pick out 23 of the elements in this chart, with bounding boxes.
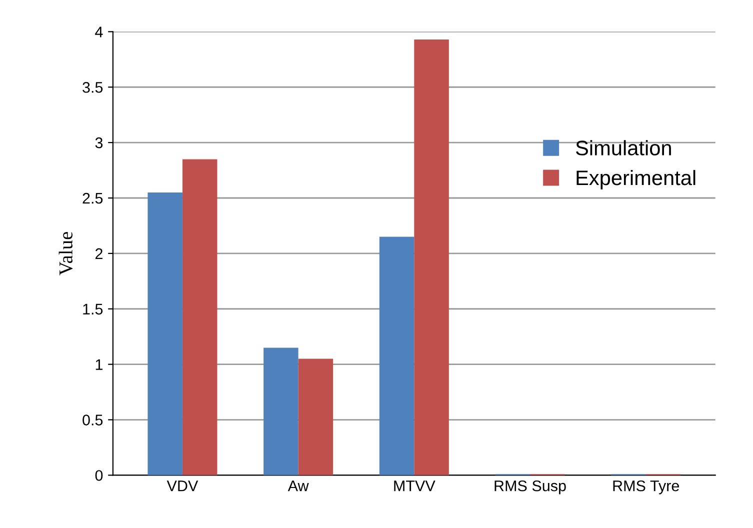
bar bbox=[148, 192, 182, 476]
y-tick-label: 2 bbox=[96, 248, 102, 259]
bar bbox=[182, 159, 218, 476]
bar bbox=[414, 39, 449, 476]
legend-label: Simulation bbox=[576, 140, 671, 156]
y-axis-title: Value bbox=[58, 232, 73, 276]
bar bbox=[379, 236, 414, 476]
x-tick-label: VDV bbox=[166, 480, 198, 492]
y-tick-label: 1.5 bbox=[83, 304, 103, 315]
y-tick-label: 0.5 bbox=[82, 414, 103, 426]
y-tick-label: 3.5 bbox=[82, 82, 103, 93]
bar bbox=[298, 358, 334, 476]
y-tick-label: 2.5 bbox=[82, 192, 103, 204]
x-tick-label: Aw bbox=[288, 480, 309, 492]
x-tick-label: RMS Tyre bbox=[613, 480, 679, 494]
y-tick-label: 1 bbox=[96, 359, 102, 370]
bar bbox=[264, 348, 298, 476]
legend-label: Experimental bbox=[576, 170, 696, 190]
y-tick-label: 4 bbox=[95, 26, 103, 38]
x-tick-label: MTVV bbox=[394, 480, 436, 492]
x-tick-label: RMS Susp bbox=[494, 480, 566, 494]
y-tick-label: 3 bbox=[95, 137, 103, 148]
y-tick-label: 0 bbox=[95, 470, 103, 481]
